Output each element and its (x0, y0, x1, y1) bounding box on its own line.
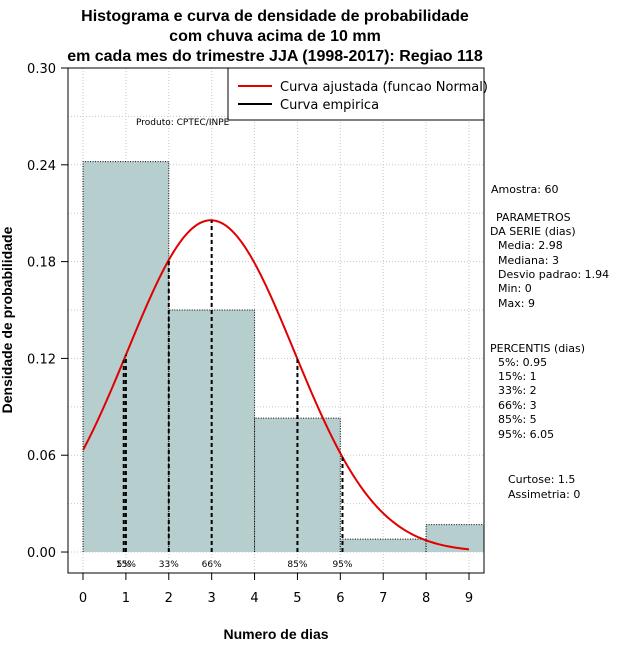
chart-title-line-2: com chuva acima de 10 mm (169, 28, 381, 45)
stat-param-title-2: DA SERIE (dias) (490, 225, 576, 238)
x-tick-label-6: 6 (336, 591, 344, 606)
stat-media: Media: 2.98 (498, 239, 563, 252)
stat-assimetria: Assimetria: 0 (508, 488, 580, 501)
stats-panel: Amostra: 60 PARAMETROS DA SERIE (dias) M… (490, 183, 609, 501)
legend-box (227, 67, 485, 121)
percentile-lines: 5%15% 33% 66% 85% 95% (116, 220, 353, 570)
y-tick-label-1: 0.06 (27, 449, 56, 464)
y-tick-label-3: 0.18 (27, 256, 56, 271)
legend-empirical-label: Curva empirica (280, 98, 379, 113)
y-axis-label: Densidade de probabilidade (0, 226, 15, 413)
y-tick-label-0: 0.00 (27, 546, 56, 561)
normal-curve-layer (82, 219, 470, 551)
stat-amostra: Amostra: 60 (491, 183, 558, 196)
legend: Curva ajustada (funcao Normal) Curva emp… (227, 67, 488, 121)
histogram-bar-outline-0 (82, 161, 170, 553)
stat-min: Min: 0 (498, 282, 532, 295)
stat-perc-15: 15%: 1 (498, 370, 537, 383)
stat-perc-85: 85%: 5 (498, 413, 537, 426)
axes: 0 1 2 3 4 5 6 7 8 9 0.00 0.06 0.12 0.18 0.24 0.30 (27, 62, 473, 606)
stat-perc-5: 5%: 0.95 (498, 356, 547, 369)
y-tick-label-2: 0.12 (27, 352, 56, 367)
percentile-label-1: 15% (116, 560, 136, 570)
percentile-label-3: 66% (202, 560, 222, 570)
x-tick-label-9: 9 (465, 591, 473, 606)
x-tick-label-2: 2 (165, 591, 173, 606)
y-tick-label-5: 0.30 (27, 62, 56, 77)
percentile-label-2: 33% (159, 560, 179, 570)
x-tick-label-5: 5 (293, 591, 301, 606)
stat-perc-66: 66%: 3 (498, 399, 537, 412)
credit-text: Produto: CPTEC/INPE (136, 118, 230, 128)
stat-perc-33: 33%: 2 (498, 384, 537, 397)
percentile-label-5: 95% (332, 560, 352, 570)
x-tick-label-0: 0 (79, 591, 87, 606)
percentile-label-0: 5% (117, 560, 132, 570)
chart-title-line-3: em cada mes do trimestre JJA (1998-2017)… (67, 48, 483, 65)
legend-fit-label: Curva ajustada (funcao Normal) (280, 80, 488, 95)
x-tick-label-7: 7 (379, 591, 387, 606)
x-axis-label: Numero de dias (223, 626, 328, 642)
histogram-bar-3 (340, 539, 427, 553)
percentile-label-4: 85% (287, 560, 307, 570)
stat-max: Max: 9 (498, 297, 535, 310)
x-tick-label-3: 3 (208, 591, 216, 606)
histogram-bars (82, 161, 484, 553)
y-tick-label-4: 0.24 (27, 159, 56, 174)
x-tick-label-1: 1 (122, 591, 130, 606)
histogram-bar-outline-3 (339, 538, 427, 553)
normal-curve (82, 219, 470, 551)
x-tick-label-4: 4 (250, 591, 258, 606)
stat-param-title-1: PARAMETROS (496, 211, 571, 224)
chart-title-line-1: Histograma e curva de densidade de proba… (81, 8, 469, 25)
stat-perc-95: 95%: 6.05 (498, 428, 554, 441)
stat-desvio: Desvio padrao: 1.94 (498, 268, 609, 281)
stat-curtose: Curtose: 1.5 (508, 473, 575, 486)
x-tick-label-8: 8 (422, 591, 430, 606)
stat-perc-title: PERCENTIS (dias) (490, 342, 585, 355)
stat-mediana: Mediana: 3 (498, 254, 559, 267)
